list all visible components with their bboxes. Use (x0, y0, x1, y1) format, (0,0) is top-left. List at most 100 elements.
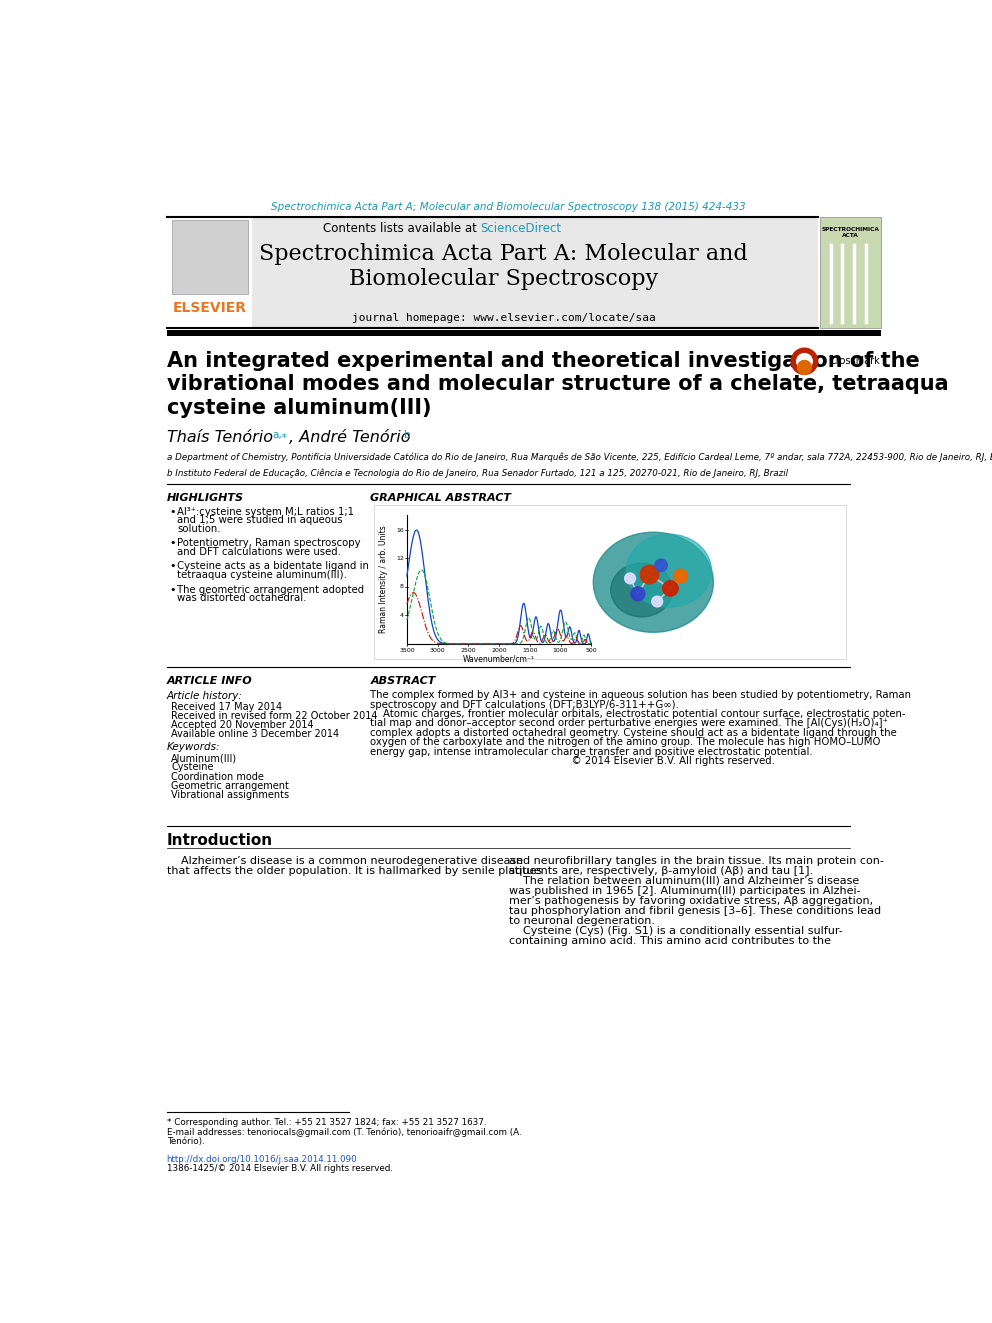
Text: 2000: 2000 (491, 648, 507, 652)
Text: Cysteine: Cysteine (172, 762, 213, 773)
Text: 1000: 1000 (553, 648, 568, 652)
Text: 12: 12 (396, 556, 404, 561)
Text: •: • (170, 507, 177, 517)
Text: 2500: 2500 (460, 648, 476, 652)
Circle shape (652, 597, 663, 607)
Text: b: b (404, 430, 411, 439)
Text: a Department of Chemistry, Pontifícia Universidade Católica do Rio de Janeiro, R: a Department of Chemistry, Pontifícia Un… (167, 452, 992, 462)
Circle shape (797, 353, 812, 369)
Circle shape (631, 587, 645, 601)
Text: Thaís Tenório: Thaís Tenório (167, 430, 273, 445)
Text: •: • (170, 585, 177, 594)
Text: * Corresponding author. Tel.: +55 21 3527 1824; fax: +55 21 3527 1637.: * Corresponding author. Tel.: +55 21 352… (167, 1118, 486, 1127)
Text: a,⁎: a,⁎ (272, 430, 287, 439)
Text: and DFT calculations were used.: and DFT calculations were used. (178, 546, 341, 557)
Circle shape (792, 348, 817, 374)
Text: The geometric arrangement adopted: The geometric arrangement adopted (178, 585, 365, 594)
Text: Spectrochimica Acta Part A; Molecular and Biomolecular Spectroscopy 138 (2015) 4: Spectrochimica Acta Part A; Molecular an… (271, 201, 746, 212)
Text: Received 17 May 2014: Received 17 May 2014 (172, 701, 283, 712)
Text: solution.: solution. (178, 524, 221, 533)
Text: was published in 1965 [2]. Aluminum(III) participates in Alzhei-: was published in 1965 [2]. Aluminum(III)… (509, 885, 861, 896)
Text: ACTA: ACTA (842, 233, 858, 238)
FancyBboxPatch shape (167, 217, 252, 328)
Text: complex adopts a distorted octahedral geometry. Cysteine should act as a bidenta: complex adopts a distorted octahedral ge… (370, 728, 897, 738)
Text: Received in revised form 22 October 2014: Received in revised form 22 October 2014 (172, 710, 378, 721)
Text: ELSEVIER: ELSEVIER (173, 302, 246, 315)
Text: HIGHLIGHTS: HIGHLIGHTS (167, 493, 244, 503)
Text: •: • (170, 538, 177, 548)
Circle shape (798, 360, 811, 374)
Text: Contents lists available at: Contents lists available at (322, 222, 480, 235)
Circle shape (625, 573, 636, 583)
Text: Alzheimer’s disease is a common neurodegenerative disease: Alzheimer’s disease is a common neurodeg… (167, 856, 523, 865)
Circle shape (674, 569, 687, 583)
Text: The relation between aluminum(III) and Alzheimer’s disease: The relation between aluminum(III) and A… (509, 876, 859, 885)
Text: oxygen of the carboxylate and the nitrogen of the amino group. The molecule has : oxygen of the carboxylate and the nitrog… (370, 737, 881, 747)
Text: An integrated experimental and theoretical investigation of the
vibrational mode: An integrated experimental and theoretic… (167, 352, 948, 418)
Text: 3500: 3500 (399, 648, 415, 652)
Text: SPECTROCHIMICA: SPECTROCHIMICA (821, 228, 879, 232)
Text: Vibrational assignments: Vibrational assignments (172, 790, 290, 800)
Text: , André Tenório: , André Tenório (289, 430, 411, 445)
Text: •: • (170, 561, 177, 572)
Text: to neuronal degeneration.: to neuronal degeneration. (509, 916, 655, 926)
FancyBboxPatch shape (820, 217, 881, 328)
Text: Geometric arrangement: Geometric arrangement (172, 781, 289, 791)
Text: 1500: 1500 (522, 648, 538, 652)
Text: spectroscopy and DFT calculations (DFT;B3LYP/6-311++G∞).: spectroscopy and DFT calculations (DFT;B… (370, 700, 680, 709)
Text: Wavenumber/cm⁻¹: Wavenumber/cm⁻¹ (463, 655, 535, 664)
Text: containing amino acid. This amino acid contributes to the: containing amino acid. This amino acid c… (509, 935, 831, 946)
Text: ABSTRACT: ABSTRACT (370, 676, 435, 687)
Text: E-mail addresses: tenoriocals@gmail.com (T. Tenório), tenorioaifr@gmail.com (A.: E-mail addresses: tenoriocals@gmail.com … (167, 1127, 521, 1136)
Text: Spectrochimica Acta Part A: Molecular and
Biomolecular Spectroscopy: Spectrochimica Acta Part A: Molecular an… (259, 243, 748, 290)
Text: 8: 8 (400, 585, 404, 590)
Text: tetraaqua cysteine aluminum(III).: tetraaqua cysteine aluminum(III). (178, 570, 347, 579)
Text: http://dx.doi.org/10.1016/j.saa.2014.11.090: http://dx.doi.org/10.1016/j.saa.2014.11.… (167, 1155, 357, 1164)
Circle shape (663, 581, 679, 597)
Text: Al³⁺:cysteine system M;L ratios 1;1: Al³⁺:cysteine system M;L ratios 1;1 (178, 507, 354, 517)
Text: b Instituto Federal de Educação, Ciência e Tecnologia do Rio de Janeiro, Rua Sen: b Instituto Federal de Educação, Ciência… (167, 468, 788, 478)
Text: Atomic charges, frontier molecular orbitals, electrostatic potential contour sur: Atomic charges, frontier molecular orbit… (370, 709, 906, 718)
Text: tau phosphorylation and fibril genesis [3–6]. These conditions lead: tau phosphorylation and fibril genesis [… (509, 906, 881, 916)
Text: 4: 4 (400, 613, 404, 618)
Text: 3000: 3000 (430, 648, 445, 652)
Text: Introduction: Introduction (167, 833, 273, 848)
Text: Available online 3 December 2014: Available online 3 December 2014 (172, 729, 339, 740)
Text: tial map and donor–acceptor second order perturbative energies were examined. Th: tial map and donor–acceptor second order… (370, 718, 888, 729)
Text: and 1;5 were studied in aqueous: and 1;5 were studied in aqueous (178, 515, 343, 525)
FancyBboxPatch shape (172, 221, 248, 294)
Circle shape (655, 560, 668, 572)
Text: The complex formed by Al3+ and cysteine in aqueous solution has been studied by : The complex formed by Al3+ and cysteine … (370, 691, 912, 700)
Text: journal homepage: www.elsevier.com/locate/saa: journal homepage: www.elsevier.com/locat… (352, 314, 656, 323)
Text: Cysteine acts as a bidentate ligand in: Cysteine acts as a bidentate ligand in (178, 561, 369, 572)
Ellipse shape (626, 534, 711, 607)
Text: Coordination mode: Coordination mode (172, 771, 264, 782)
Text: Raman Intensity / arb. Units: Raman Intensity / arb. Units (379, 525, 388, 632)
Text: and neurofibrillary tangles in the brain tissue. Its main protein con-: and neurofibrillary tangles in the brain… (509, 856, 884, 865)
Text: energy gap, intense intramolecular charge transfer and positive electrostatic po: energy gap, intense intramolecular charg… (370, 747, 813, 757)
Text: 500: 500 (585, 648, 597, 652)
Text: CrossMark: CrossMark (829, 356, 880, 366)
Text: GRAPHICAL ABSTRACT: GRAPHICAL ABSTRACT (370, 493, 512, 503)
Ellipse shape (611, 564, 673, 617)
Text: stituents are, respectively, β-amyloid (Aβ) and tau [1].: stituents are, respectively, β-amyloid (… (509, 865, 813, 876)
Text: Article history:: Article history: (167, 691, 242, 701)
Text: 16: 16 (396, 528, 404, 533)
FancyBboxPatch shape (167, 329, 881, 336)
Text: Keywords:: Keywords: (167, 742, 220, 753)
Text: ScienceDirect: ScienceDirect (480, 222, 561, 235)
Ellipse shape (593, 532, 713, 632)
FancyBboxPatch shape (374, 505, 846, 659)
Text: 1386-1425/© 2014 Elsevier B.V. All rights reserved.: 1386-1425/© 2014 Elsevier B.V. All right… (167, 1164, 393, 1174)
Text: Tenório).: Tenório). (167, 1136, 204, 1146)
Text: Accepted 20 November 2014: Accepted 20 November 2014 (172, 720, 313, 730)
Text: that affects the older population. It is hallmarked by senile plaques: that affects the older population. It is… (167, 865, 542, 876)
Text: ARTICLE INFO: ARTICLE INFO (167, 676, 252, 687)
Text: Cysteine (Cys) (Fig. S1) is a conditionally essential sulfur-: Cysteine (Cys) (Fig. S1) is a conditiona… (509, 926, 843, 935)
Text: © 2014 Elsevier B.V. All rights reserved.: © 2014 Elsevier B.V. All rights reserved… (370, 757, 776, 766)
Text: Potentiometry, Raman spectroscopy: Potentiometry, Raman spectroscopy (178, 538, 361, 548)
Text: mer’s pathogenesis by favoring oxidative stress, Aβ aggregation,: mer’s pathogenesis by favoring oxidative… (509, 896, 873, 906)
FancyBboxPatch shape (167, 217, 817, 328)
Circle shape (640, 565, 659, 583)
Text: Aluminum(III): Aluminum(III) (172, 753, 237, 763)
